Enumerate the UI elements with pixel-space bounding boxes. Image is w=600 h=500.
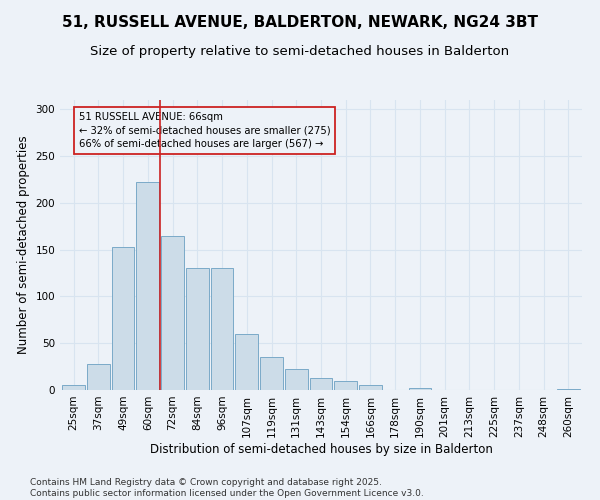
Bar [557, 389, 580, 390]
Bar [334, 380, 357, 390]
Bar [136, 182, 159, 390]
Text: 51 RUSSELL AVENUE: 66sqm
← 32% of semi-detached houses are smaller (275)
66% of : 51 RUSSELL AVENUE: 66sqm ← 32% of semi-d… [79, 112, 330, 148]
X-axis label: Distribution of semi-detached houses by size in Balderton: Distribution of semi-detached houses by … [149, 442, 493, 456]
Bar [87, 364, 110, 390]
Bar [211, 268, 233, 390]
Bar [310, 378, 332, 390]
Y-axis label: Number of semi-detached properties: Number of semi-detached properties [17, 136, 30, 354]
Bar [235, 334, 258, 390]
Bar [260, 358, 283, 390]
Text: Contains HM Land Registry data © Crown copyright and database right 2025.
Contai: Contains HM Land Registry data © Crown c… [30, 478, 424, 498]
Text: Size of property relative to semi-detached houses in Balderton: Size of property relative to semi-detach… [91, 45, 509, 58]
Bar [186, 268, 209, 390]
Text: 51, RUSSELL AVENUE, BALDERTON, NEWARK, NG24 3BT: 51, RUSSELL AVENUE, BALDERTON, NEWARK, N… [62, 15, 538, 30]
Bar [359, 386, 382, 390]
Bar [161, 236, 184, 390]
Bar [112, 247, 134, 390]
Bar [409, 388, 431, 390]
Bar [62, 386, 85, 390]
Bar [285, 370, 308, 390]
